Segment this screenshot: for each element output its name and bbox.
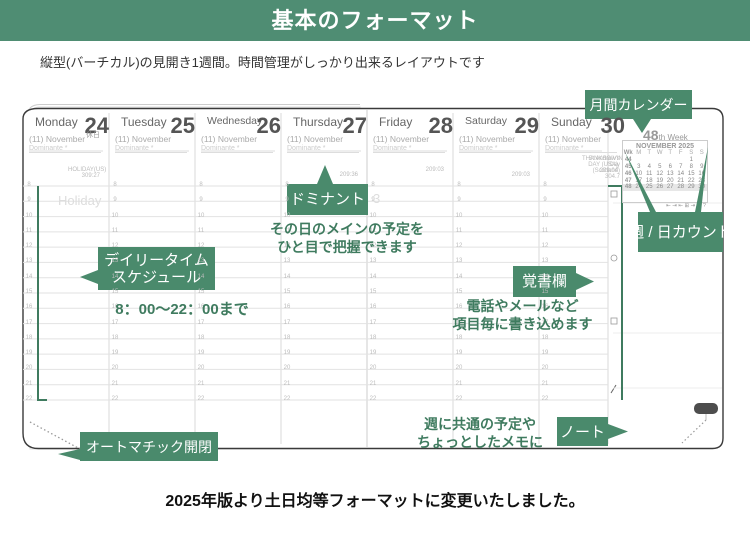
svg-text:スケジュール: スケジュール (112, 269, 201, 286)
svg-text:オートマチック開閉: オートマチック開閉 (86, 439, 212, 455)
svg-text:ドミナント: ドミナント (290, 191, 365, 208)
svg-text:月間カレンダー: 月間カレンダー (590, 97, 688, 113)
svg-text:ノート: ノート (560, 424, 605, 441)
